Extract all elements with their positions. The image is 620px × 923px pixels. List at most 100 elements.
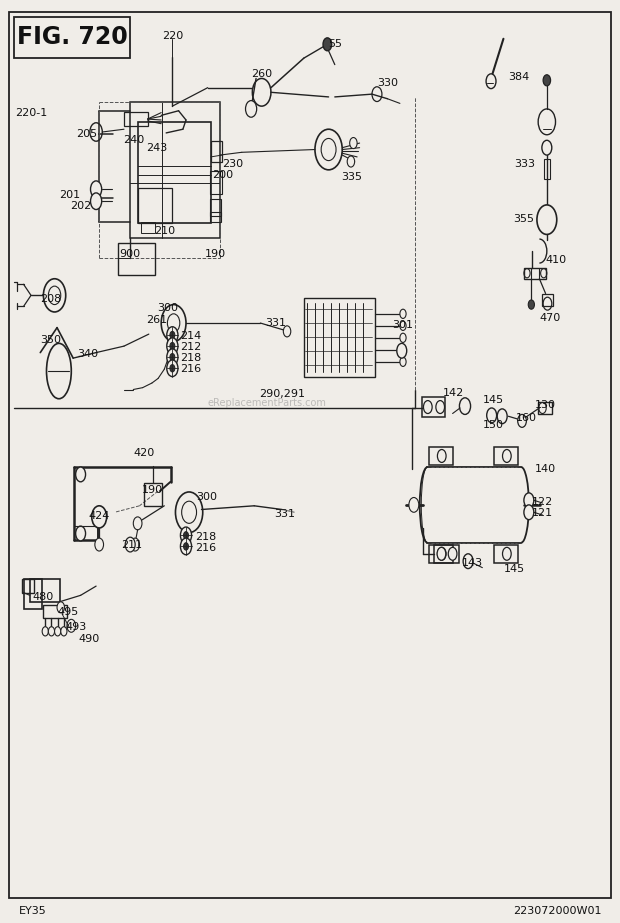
Circle shape — [438, 547, 446, 560]
Circle shape — [76, 467, 86, 482]
Circle shape — [400, 333, 406, 342]
Text: 355: 355 — [513, 214, 534, 223]
Circle shape — [323, 38, 332, 51]
Circle shape — [133, 517, 142, 530]
Circle shape — [57, 602, 64, 613]
Circle shape — [55, 627, 61, 636]
Text: eReplacementParts.com: eReplacementParts.com — [207, 399, 326, 408]
Bar — [304, 298, 375, 377]
Circle shape — [283, 326, 291, 337]
Bar — [24, 579, 42, 609]
Text: 335: 335 — [341, 173, 362, 182]
Bar — [434, 545, 459, 563]
Text: 122: 122 — [532, 497, 553, 507]
Text: 261: 261 — [146, 316, 167, 325]
Circle shape — [524, 505, 534, 520]
Text: 190: 190 — [141, 485, 162, 495]
Bar — [422, 397, 445, 417]
Circle shape — [518, 414, 526, 427]
Text: 210: 210 — [154, 226, 175, 235]
Bar — [138, 122, 211, 223]
Circle shape — [175, 492, 203, 533]
Text: 331: 331 — [265, 318, 286, 328]
Text: 243: 243 — [146, 143, 167, 152]
Text: 190: 190 — [205, 249, 226, 258]
Circle shape — [184, 532, 188, 539]
Text: 121: 121 — [532, 509, 553, 518]
Bar — [429, 545, 453, 563]
Circle shape — [436, 401, 445, 414]
Circle shape — [252, 78, 271, 106]
Bar — [141, 222, 155, 233]
Text: 495: 495 — [57, 607, 78, 617]
Circle shape — [315, 129, 342, 170]
Circle shape — [321, 138, 336, 161]
Text: 384: 384 — [508, 72, 529, 81]
Text: 201: 201 — [59, 190, 80, 199]
Text: 202: 202 — [70, 201, 91, 210]
Bar — [138, 188, 172, 223]
Circle shape — [400, 321, 406, 330]
Circle shape — [125, 537, 135, 552]
Circle shape — [167, 338, 178, 354]
Circle shape — [170, 354, 175, 361]
Circle shape — [497, 409, 507, 424]
Text: 216: 216 — [180, 365, 201, 374]
Bar — [210, 171, 222, 194]
Circle shape — [486, 74, 496, 89]
Circle shape — [400, 345, 406, 354]
Text: 140: 140 — [534, 464, 556, 473]
Circle shape — [537, 205, 557, 234]
Circle shape — [180, 538, 192, 555]
Bar — [14, 17, 130, 58]
Text: 410: 410 — [546, 256, 567, 265]
Circle shape — [180, 527, 192, 544]
Text: 216: 216 — [195, 544, 216, 553]
Circle shape — [372, 87, 382, 102]
Bar — [124, 112, 148, 126]
Circle shape — [438, 450, 446, 462]
Text: 200: 200 — [212, 171, 233, 180]
Bar — [210, 199, 221, 216]
Text: 900: 900 — [120, 249, 141, 258]
Text: 143: 143 — [462, 558, 483, 568]
Text: 331: 331 — [275, 509, 296, 519]
Text: 333: 333 — [515, 160, 536, 169]
Circle shape — [92, 506, 107, 528]
Circle shape — [167, 338, 175, 349]
Circle shape — [400, 357, 406, 366]
Bar — [544, 159, 550, 179]
Text: 350: 350 — [40, 335, 61, 344]
Circle shape — [437, 547, 446, 560]
Circle shape — [131, 538, 140, 551]
Text: EY35: EY35 — [19, 906, 46, 916]
Text: 420: 420 — [133, 449, 154, 458]
Circle shape — [170, 365, 175, 372]
Circle shape — [67, 619, 76, 632]
Circle shape — [91, 181, 102, 198]
Bar — [118, 243, 155, 275]
Circle shape — [524, 493, 534, 508]
Text: 330: 330 — [377, 78, 398, 88]
Circle shape — [409, 497, 419, 512]
Circle shape — [170, 331, 175, 339]
Text: 212: 212 — [180, 342, 201, 352]
Text: 160: 160 — [516, 414, 537, 423]
Circle shape — [170, 342, 175, 350]
Text: 130: 130 — [534, 401, 556, 410]
Circle shape — [459, 398, 471, 414]
Circle shape — [167, 327, 178, 343]
Circle shape — [543, 75, 551, 86]
Circle shape — [48, 627, 55, 636]
Text: 340: 340 — [78, 349, 99, 358]
Text: 211: 211 — [121, 541, 142, 550]
Circle shape — [347, 156, 355, 167]
Circle shape — [463, 554, 473, 569]
Circle shape — [400, 309, 406, 318]
Circle shape — [184, 543, 188, 550]
Bar — [542, 294, 553, 306]
Circle shape — [397, 343, 407, 358]
Text: 142: 142 — [443, 389, 464, 398]
Bar — [43, 605, 67, 618]
Text: 220: 220 — [162, 31, 183, 41]
